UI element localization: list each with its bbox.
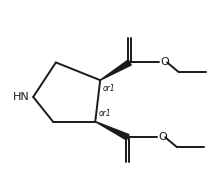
Text: or1: or1 xyxy=(98,109,111,118)
Polygon shape xyxy=(95,122,129,140)
Text: or1: or1 xyxy=(103,84,116,93)
Text: O: O xyxy=(158,132,167,142)
Text: HN: HN xyxy=(13,92,29,102)
Text: O: O xyxy=(160,57,169,68)
Polygon shape xyxy=(100,60,131,80)
